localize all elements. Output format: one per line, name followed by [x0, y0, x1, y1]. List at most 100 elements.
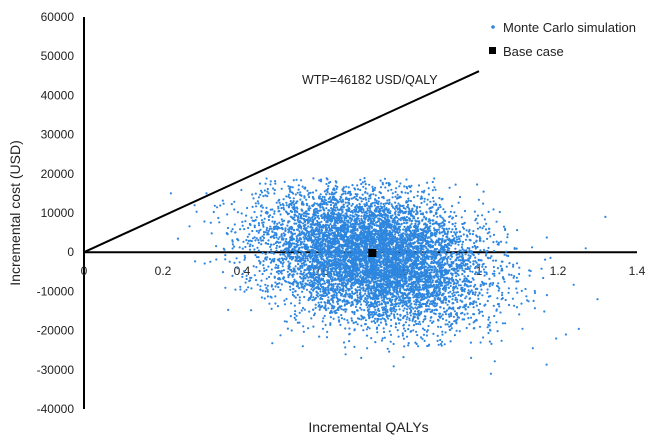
monte-carlo-point: [327, 231, 330, 234]
monte-carlo-point: [368, 211, 371, 214]
monte-carlo-point: [472, 285, 476, 288]
monte-carlo-point: [277, 264, 280, 267]
monte-carlo-point: [244, 220, 247, 223]
monte-carlo-point: [321, 297, 324, 301]
monte-carlo-point: [436, 215, 439, 218]
monte-carlo-point: [245, 288, 248, 291]
monte-carlo-point: [436, 297, 439, 300]
monte-carlo-point: [429, 200, 432, 203]
monte-carlo-point: [383, 306, 386, 309]
monte-carlo-point: [298, 311, 301, 314]
monte-carlo-point: [442, 299, 445, 302]
monte-carlo-point: [444, 313, 447, 316]
monte-carlo-point: [386, 297, 389, 300]
monte-carlo-point: [449, 340, 452, 343]
monte-carlo-point: [299, 213, 302, 216]
monte-carlo-point: [334, 277, 337, 280]
monte-carlo-point: [428, 227, 431, 230]
monte-carlo-point: [393, 222, 396, 225]
monte-carlo-point: [370, 215, 373, 218]
monte-carlo-point: [343, 318, 346, 321]
monte-carlo-point: [367, 272, 371, 275]
monte-carlo-point: [317, 301, 320, 304]
monte-carlo-point: [445, 235, 448, 238]
monte-carlo-point: [257, 249, 260, 252]
monte-carlo-point: [320, 228, 323, 231]
monte-carlo-point: [392, 365, 395, 368]
monte-carlo-point: [438, 197, 441, 200]
monte-carlo-point: [330, 193, 333, 196]
monte-carlo-point: [435, 203, 438, 206]
monte-carlo-point: [477, 308, 480, 311]
monte-carlo-point: [378, 303, 381, 306]
monte-carlo-point: [511, 297, 514, 300]
monte-carlo-point: [446, 277, 449, 280]
monte-carlo-point: [315, 291, 318, 294]
monte-carlo-point: [406, 316, 409, 319]
monte-carlo-point: [285, 297, 288, 301]
monte-carlo-point: [520, 302, 523, 305]
monte-carlo-point: [255, 216, 258, 219]
monte-carlo-point: [369, 197, 372, 200]
monte-carlo-point: [455, 275, 458, 278]
monte-carlo-point: [374, 317, 377, 320]
monte-carlo-point: [329, 237, 332, 241]
monte-carlo-point: [274, 266, 277, 269]
monte-carlo-point: [255, 266, 258, 269]
monte-carlo-point: [323, 301, 326, 304]
monte-carlo-point: [405, 304, 408, 307]
monte-carlo-point: [360, 324, 363, 327]
monte-carlo-point: [407, 328, 410, 331]
monte-carlo-point: [445, 319, 448, 322]
monte-carlo-point: [261, 272, 264, 276]
monte-carlo-point: [309, 279, 312, 282]
monte-carlo-point: [345, 279, 348, 282]
monte-carlo-point: [437, 228, 440, 231]
monte-carlo-point: [408, 319, 411, 322]
monte-carlo-point: [294, 249, 297, 252]
monte-carlo-point: [444, 323, 447, 326]
monte-carlo-point: [348, 301, 351, 304]
monte-carlo-point: [402, 327, 406, 330]
monte-carlo-point: [364, 183, 367, 186]
monte-carlo-point: [262, 260, 265, 263]
monte-carlo-point: [486, 299, 489, 303]
monte-carlo-point: [483, 218, 486, 221]
monte-carlo-point: [268, 302, 271, 305]
monte-carlo-point: [269, 180, 272, 183]
monte-carlo-point: [244, 256, 247, 259]
y-tick-label-7: 30000: [41, 128, 75, 142]
monte-carlo-point: [333, 273, 336, 276]
monte-carlo-point: [365, 328, 368, 331]
monte-carlo-point: [312, 325, 315, 328]
monte-carlo-point: [408, 324, 411, 327]
monte-carlo-point: [441, 340, 444, 343]
monte-carlo-point: [256, 246, 259, 249]
monte-carlo-point: [508, 262, 511, 265]
monte-carlo-point: [259, 285, 262, 288]
monte-carlo-point: [285, 251, 288, 255]
monte-carlo-point: [410, 184, 413, 187]
monte-carlo-point: [426, 181, 429, 184]
monte-carlo-point: [355, 303, 358, 306]
monte-carlo-point: [416, 190, 419, 193]
monte-carlo-point: [426, 198, 429, 201]
monte-carlo-point: [372, 235, 375, 238]
monte-carlo-point: [435, 309, 438, 312]
monte-carlo-point: [301, 257, 305, 260]
monte-carlo-point: [274, 295, 277, 298]
monte-carlo-point: [481, 294, 484, 297]
monte-carlo-point: [282, 198, 285, 201]
monte-carlo-point: [500, 298, 503, 301]
monte-carlo-point: [451, 234, 454, 238]
monte-carlo-point: [270, 285, 273, 288]
monte-carlo-point: [376, 314, 379, 317]
monte-carlo-point: [482, 225, 485, 228]
monte-carlo-point: [293, 219, 296, 222]
monte-carlo-point: [278, 236, 281, 239]
monte-carlo-point: [484, 228, 488, 231]
monte-carlo-point: [312, 296, 315, 299]
monte-carlo-point: [492, 304, 495, 307]
monte-carlo-point: [254, 192, 257, 195]
monte-carlo-point: [419, 292, 422, 295]
